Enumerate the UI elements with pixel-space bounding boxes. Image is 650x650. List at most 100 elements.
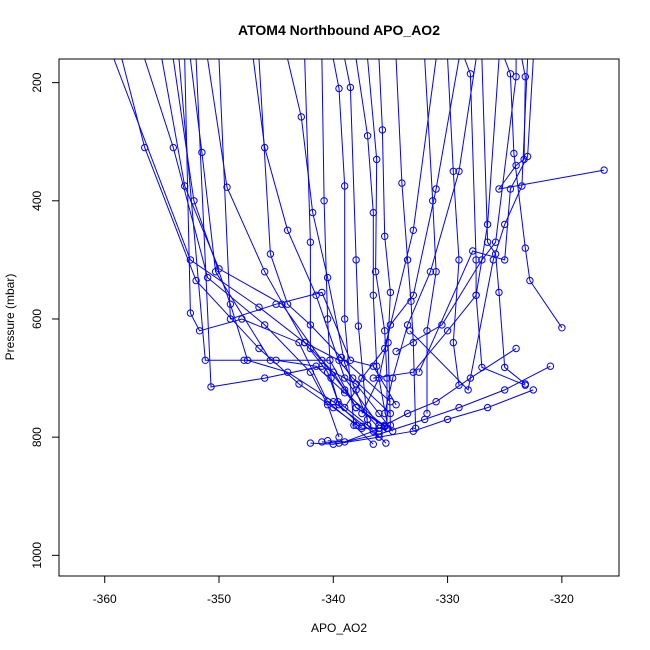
series-line-20	[367, 59, 388, 429]
data-point	[403, 409, 412, 418]
data-point	[546, 362, 555, 370]
data-point	[207, 383, 215, 391]
data-point	[350, 421, 358, 429]
data-point	[510, 149, 518, 158]
data-point	[432, 268, 440, 276]
data-point	[501, 220, 509, 229]
data-point	[526, 276, 534, 285]
series-lines	[113, 59, 605, 445]
data-point	[223, 183, 231, 191]
series-line-18	[344, 59, 387, 444]
data-point	[518, 182, 526, 190]
data-point	[195, 327, 204, 335]
data-point	[383, 374, 391, 382]
data-point	[421, 415, 429, 424]
data-point	[255, 344, 263, 353]
data-point	[375, 374, 383, 382]
data-point	[318, 438, 326, 446]
data-point	[226, 315, 235, 323]
data-point	[341, 389, 349, 397]
series-line-1	[113, 59, 380, 432]
data-point	[521, 380, 529, 388]
data-point	[523, 152, 532, 161]
data-point	[329, 403, 337, 412]
data-point	[423, 327, 431, 335]
data-point	[373, 155, 381, 164]
data-point	[403, 256, 412, 264]
data-point	[341, 403, 349, 412]
data-point	[455, 403, 463, 412]
data-point	[398, 179, 406, 187]
data-point	[443, 415, 452, 424]
data-point	[335, 401, 343, 409]
data-point	[323, 437, 332, 445]
data-point	[409, 338, 417, 347]
data-point	[283, 300, 292, 308]
data-point	[521, 73, 529, 81]
data-point	[369, 374, 377, 382]
data-point	[181, 182, 189, 190]
plot-frame	[58, 58, 620, 577]
y-tick-label: 200	[30, 72, 44, 92]
data-point	[392, 347, 400, 356]
data-point	[335, 439, 343, 447]
data-point	[501, 256, 509, 264]
data-point	[455, 381, 463, 389]
x-axis: -360 -350 -340 -330 -320	[93, 576, 574, 606]
series-line-29	[418, 59, 534, 373]
series-line-27	[504, 59, 563, 329]
data-point	[211, 268, 220, 276]
data-point	[409, 226, 417, 235]
data-point	[415, 368, 423, 376]
data-point	[375, 430, 383, 438]
data-point	[341, 359, 349, 367]
series-line-28	[497, 59, 605, 190]
series-points	[141, 70, 608, 448]
data-point	[261, 143, 269, 152]
data-point	[483, 238, 492, 246]
data-point	[521, 244, 529, 252]
data-point	[409, 427, 417, 435]
data-point	[506, 70, 515, 78]
data-point	[306, 439, 315, 447]
data-point	[429, 197, 437, 205]
data-point	[186, 256, 195, 264]
series-line-22	[395, 59, 417, 429]
data-point	[238, 315, 246, 323]
data-point	[261, 321, 269, 329]
data-point	[600, 166, 608, 174]
data-point	[346, 356, 355, 364]
data-point	[203, 273, 212, 282]
data-point	[501, 363, 509, 372]
data-point	[329, 398, 337, 406]
data-point	[386, 409, 395, 418]
y-tick-label: 800	[30, 427, 44, 447]
data-point	[272, 356, 280, 364]
data-point	[295, 380, 303, 388]
data-point	[323, 273, 332, 282]
data-point	[449, 338, 457, 347]
data-point	[472, 256, 480, 264]
data-point	[309, 208, 317, 217]
data-point	[320, 197, 328, 205]
data-point	[466, 374, 475, 382]
data-point	[358, 422, 366, 431]
x-axis-label: APO_AO2	[311, 621, 367, 635]
data-point	[375, 421, 383, 429]
series-line-2	[144, 59, 340, 438]
data-point	[341, 315, 349, 323]
series-line-32	[373, 59, 500, 379]
data-point	[335, 84, 343, 93]
x-tick-label: -350	[207, 592, 231, 606]
data-point	[301, 338, 309, 347]
data-point	[409, 291, 417, 299]
data-point	[389, 374, 397, 382]
data-point	[283, 226, 292, 235]
data-point	[455, 167, 463, 176]
data-point	[369, 208, 377, 217]
data-point	[506, 185, 515, 193]
y-tick-label: 400	[30, 190, 44, 210]
data-point	[483, 220, 492, 229]
data-point	[327, 374, 335, 382]
